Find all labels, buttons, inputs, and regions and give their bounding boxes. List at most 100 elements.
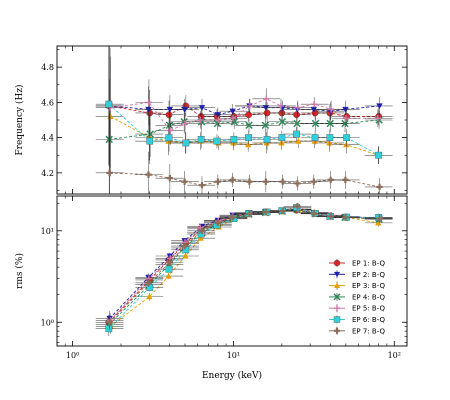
marker	[214, 112, 222, 118]
marker	[310, 210, 318, 217]
bottom-series	[95, 203, 393, 336]
marker	[327, 176, 334, 184]
marker	[293, 130, 300, 138]
marker	[277, 102, 285, 110]
series-4	[95, 205, 393, 332]
legend-entry: EP 7: B-Q	[329, 326, 385, 335]
marker	[182, 139, 190, 147]
marker	[181, 120, 189, 127]
marker	[263, 109, 271, 117]
marker	[294, 104, 302, 111]
marker	[229, 115, 237, 122]
top-ticks: 4.2 4.4 4.6 4.8	[41, 46, 407, 194]
marker	[146, 284, 154, 291]
marker	[263, 95, 270, 103]
marker	[310, 178, 318, 185]
marker	[181, 178, 188, 185]
marker	[213, 137, 221, 145]
y-tick-label: 4.6	[41, 98, 54, 107]
marker	[105, 325, 113, 333]
marker	[278, 109, 286, 117]
legend-entry: EP 6: B-Q	[329, 315, 385, 324]
legend-label: EP 1: B-Q	[352, 260, 385, 268]
legend: EP 1: B-Q EP 2: B-Q EP 3: B-Q EP 4: B-Q EP 5…	[329, 259, 385, 335]
bottom-plot-frame	[56, 195, 408, 347]
bottom-ylabel-group: rms (%)	[14, 253, 25, 289]
marker	[229, 108, 236, 115]
series-line	[108, 209, 380, 325]
marker	[230, 135, 238, 143]
series-5	[95, 47, 393, 168]
x-tick-label: 10⁰	[66, 351, 79, 360]
bottom-y-axis-label: rms (%)	[14, 253, 25, 289]
marker	[145, 106, 152, 113]
marker	[279, 207, 286, 215]
series-line	[108, 206, 379, 330]
marker	[146, 130, 154, 138]
marker	[342, 176, 349, 184]
series-2	[95, 207, 393, 326]
marker	[262, 208, 270, 216]
series-6	[95, 204, 393, 336]
top-y-axis-label: Frequency (Hz)	[14, 84, 25, 155]
marker	[165, 121, 174, 130]
y-tick-label: 4.2	[41, 169, 54, 178]
marker	[311, 119, 320, 128]
marker	[106, 169, 113, 177]
marker	[295, 137, 302, 144]
x-axis-label: Energy (keV)	[202, 370, 262, 381]
marker	[326, 134, 334, 142]
y-tick-label: 10¹	[41, 227, 54, 236]
marker	[334, 327, 340, 334]
legend-label: EP 6: B-Q	[352, 316, 385, 324]
legend-label: EP 3: B-Q	[352, 282, 385, 290]
marker	[376, 183, 383, 191]
x-tick-label: 10²	[388, 351, 401, 360]
marker	[145, 279, 152, 286]
marker	[343, 134, 351, 142]
marker	[246, 178, 253, 185]
marker	[246, 210, 253, 218]
marker	[165, 272, 172, 279]
marker	[263, 135, 271, 143]
marker	[375, 219, 382, 226]
series-7	[95, 112, 393, 194]
marker	[198, 105, 206, 111]
legend-label: EP 4: B-Q	[352, 293, 385, 301]
marker	[278, 134, 286, 142]
marker	[342, 106, 349, 113]
marker	[310, 106, 318, 113]
marker	[245, 134, 252, 142]
marker	[167, 127, 174, 134]
marker	[229, 176, 236, 184]
marker	[327, 106, 335, 113]
marker	[333, 259, 341, 267]
marker	[214, 219, 222, 227]
marker	[334, 305, 340, 312]
marker	[341, 119, 349, 128]
marker	[146, 293, 153, 300]
marker	[376, 103, 383, 110]
marker	[245, 121, 253, 130]
marker	[374, 115, 382, 122]
series-1	[95, 206, 393, 330]
top-series	[95, 46, 393, 194]
series-4	[95, 79, 393, 194]
marker	[244, 141, 252, 148]
marker	[342, 115, 350, 122]
series-line	[110, 116, 379, 156]
marker	[165, 265, 173, 273]
marker	[246, 102, 254, 110]
marker	[327, 213, 334, 220]
marker	[278, 139, 285, 146]
series-line	[109, 119, 380, 140]
series-7	[95, 203, 393, 330]
marker	[293, 111, 300, 119]
marker	[197, 135, 205, 143]
marker	[166, 106, 174, 113]
marker	[262, 178, 270, 185]
legend-label: EP 7: B-Q	[352, 327, 385, 335]
marker	[166, 174, 174, 182]
marker	[105, 135, 113, 144]
